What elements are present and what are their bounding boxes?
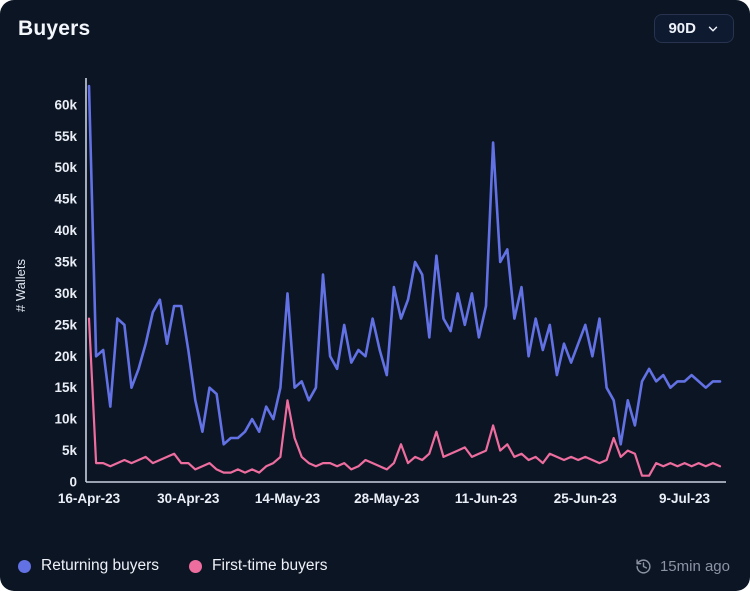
range-dropdown[interactable]: 90D xyxy=(654,14,734,43)
svg-text:50k: 50k xyxy=(54,160,77,175)
svg-text:0: 0 xyxy=(69,475,77,490)
svg-text:11-Jun-23: 11-Jun-23 xyxy=(455,491,518,506)
range-value: 90D xyxy=(668,20,696,37)
svg-text:30-Apr-23: 30-Apr-23 xyxy=(157,491,220,506)
svg-text:9-Jul-23: 9-Jul-23 xyxy=(659,491,711,506)
legend-label: Returning buyers xyxy=(41,557,160,574)
svg-text:10k: 10k xyxy=(54,412,77,427)
svg-text:55k: 55k xyxy=(54,129,77,144)
svg-text:40k: 40k xyxy=(54,223,77,238)
first-time-buyers-dot-icon xyxy=(189,559,203,573)
svg-text:20k: 20k xyxy=(54,349,77,364)
legend-item-first-time-buyers[interactable]: First-time buyers xyxy=(189,557,327,575)
legend-item-returning-buyers[interactable]: Returning buyers xyxy=(18,557,159,575)
svg-text:16-Apr-23: 16-Apr-23 xyxy=(58,491,121,506)
history-refresh-icon[interactable] xyxy=(635,558,652,575)
svg-text:30k: 30k xyxy=(54,286,77,301)
chart-header: Buyers 90D xyxy=(18,14,734,43)
svg-text:5k: 5k xyxy=(62,443,78,458)
svg-text:14-May-23: 14-May-23 xyxy=(255,491,321,506)
chevron-down-icon xyxy=(706,22,720,36)
svg-text:45k: 45k xyxy=(54,192,77,207)
svg-text:25k: 25k xyxy=(54,317,77,332)
svg-text:60k: 60k xyxy=(54,97,77,112)
svg-text:35k: 35k xyxy=(54,255,77,270)
last-updated: 15min ago xyxy=(635,558,730,575)
updated-text: 15min ago xyxy=(659,557,730,575)
chart-legend: Returning buyers First-time buyers 15min… xyxy=(18,557,730,575)
legend-label: First-time buyers xyxy=(212,557,328,574)
chart-title: Buyers xyxy=(18,16,91,40)
buyers-line-chart: 0 5k 10k 15k 20k 25k 30k 35k 40k 45k 50k 55k 60k 16-A… xyxy=(54,78,726,506)
svg-text:15k: 15k xyxy=(54,380,77,395)
svg-text:28-May-23: 28-May-23 xyxy=(354,491,420,506)
svg-text:25-Jun-23: 25-Jun-23 xyxy=(554,491,618,506)
returning-buyers-dot-icon xyxy=(18,559,31,573)
